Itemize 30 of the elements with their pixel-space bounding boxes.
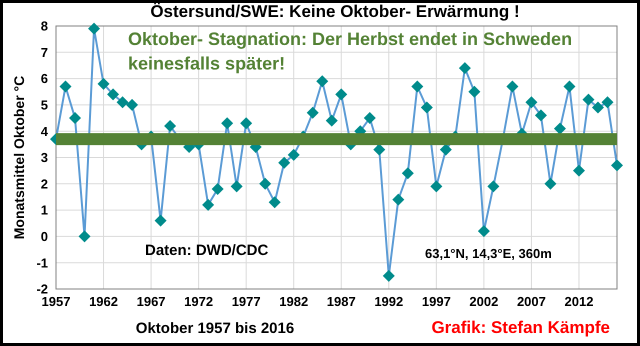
x-tick-label: 1992	[374, 294, 404, 309]
x-tick-label: 1962	[89, 294, 118, 309]
y-tick-label: 1	[40, 202, 48, 218]
x-tick-label: 1997	[422, 294, 451, 309]
x-tick-label: 2002	[469, 294, 498, 309]
y-tick-label: 2	[40, 176, 48, 192]
x-tick-label: 2007	[516, 294, 546, 309]
y-tick-label: 4	[40, 124, 49, 139]
y-tick-label: 0	[40, 228, 48, 244]
y-tick-label: 8	[40, 18, 48, 34]
y-tick-label: 6	[40, 71, 48, 86]
chart-title: Östersund/SWE: Keine Oktober- Erwärmung !	[150, 2, 520, 21]
text: Grafik: Stefan Kämpfe	[431, 318, 610, 337]
y-tick-label: 5	[40, 97, 48, 112]
x-tick-label: 1987	[326, 294, 356, 309]
x-tick-label: 1967	[136, 294, 166, 309]
x-tick-label: 1982	[279, 294, 308, 309]
y-tick-label: 7	[40, 44, 48, 60]
x-tick-label: 2012	[564, 294, 594, 309]
x-axis-title: Oktober 1957 bis 2016	[136, 320, 294, 337]
x-tick-label: 1972	[184, 294, 214, 309]
annotation: 63,1°N, 14,3°E, 360m	[425, 246, 552, 261]
annotation: Daten: DWD/CDC	[145, 242, 268, 259]
y-tick-label: 3	[40, 150, 48, 166]
y-tick-label: -2	[36, 282, 48, 297]
x-tick-label: 1977	[232, 294, 261, 309]
annotation: Oktober- Stagnation: Der Herbst endet in Schweden keinesfalls später!	[128, 29, 572, 74]
x-tick-label: 1957	[42, 294, 70, 309]
y-axis-title: Monatsmittel Oktober °C	[11, 76, 27, 240]
y-tick-label: -1	[36, 255, 48, 270]
